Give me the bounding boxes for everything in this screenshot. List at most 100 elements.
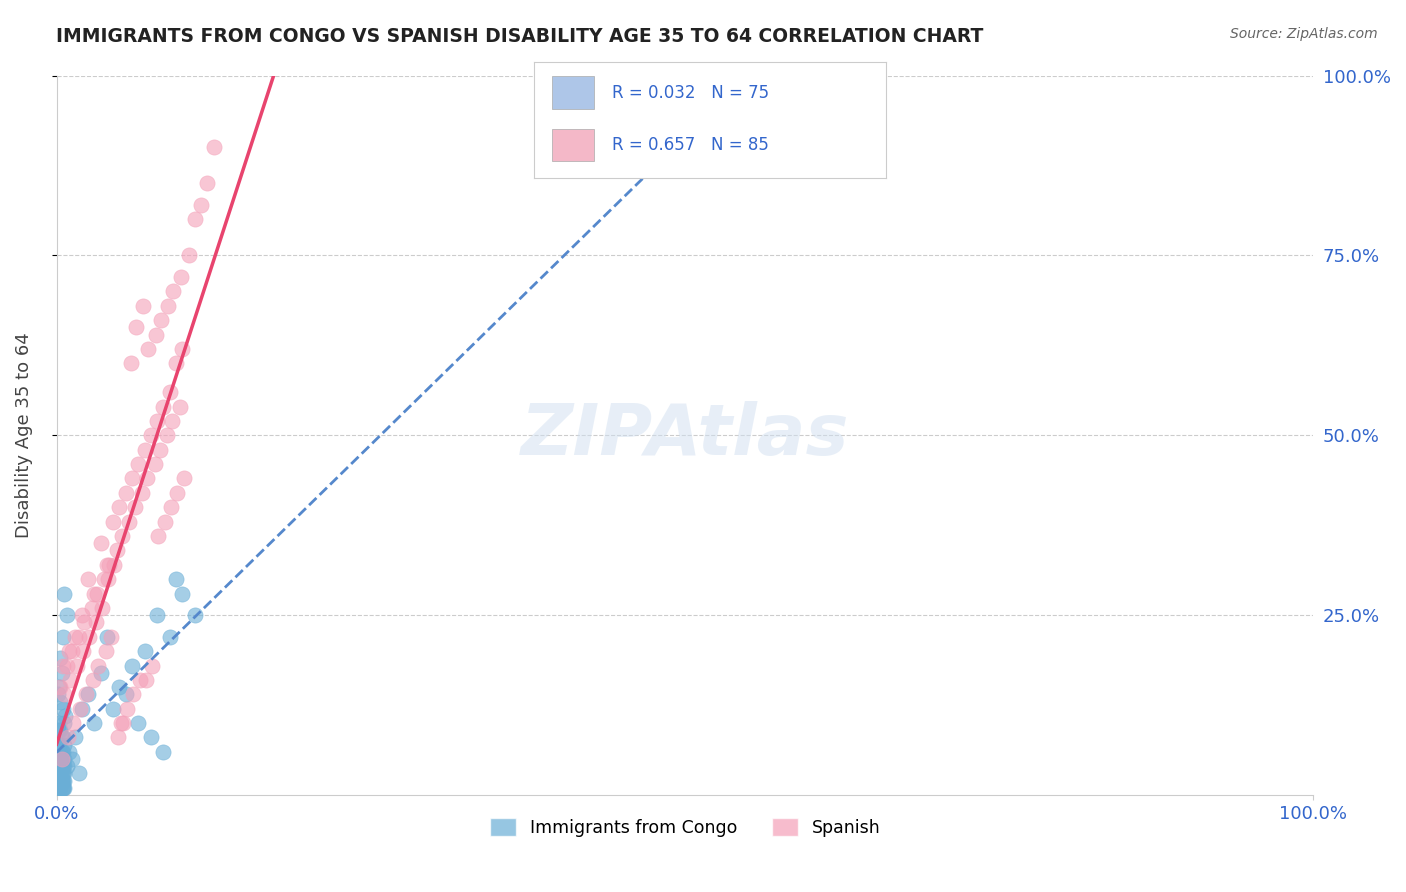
- Point: [146, 414, 169, 428]
- Point: [51, 745, 73, 759]
- Point: [146, 608, 169, 623]
- Point: [51, 731, 73, 745]
- Point: [79, 630, 101, 644]
- Point: [165, 356, 187, 370]
- Point: [46, 773, 69, 788]
- Point: [49, 723, 72, 738]
- Point: [60, 644, 83, 658]
- Point: [134, 644, 156, 658]
- Point: [49, 766, 72, 780]
- Point: [52, 773, 75, 788]
- Point: [72, 644, 94, 658]
- Point: [84, 615, 107, 630]
- Point: [48, 738, 70, 752]
- Text: R = 0.657   N = 85: R = 0.657 N = 85: [612, 136, 769, 153]
- Point: [70, 608, 93, 623]
- Point: [58, 745, 80, 759]
- Point: [121, 658, 143, 673]
- Point: [52, 780, 75, 795]
- Point: [51, 665, 73, 680]
- Point: [112, 716, 135, 731]
- Point: [49, 651, 72, 665]
- Point: [59, 673, 82, 687]
- Point: [65, 630, 87, 644]
- Point: [169, 400, 191, 414]
- Point: [49, 694, 72, 708]
- Point: [51, 766, 73, 780]
- Point: [108, 680, 131, 694]
- Point: [49, 780, 72, 795]
- Point: [170, 270, 193, 285]
- Point: [98, 558, 121, 572]
- Point: [55, 709, 77, 723]
- Point: [55, 759, 77, 773]
- Point: [160, 500, 183, 515]
- Point: [94, 644, 117, 658]
- Point: [114, 687, 136, 701]
- Text: R = 0.032   N = 75: R = 0.032 N = 75: [612, 84, 769, 102]
- Point: [131, 486, 153, 500]
- Point: [82, 673, 104, 687]
- Point: [159, 630, 181, 644]
- Point: [49, 752, 72, 766]
- Point: [141, 658, 163, 673]
- Point: [83, 716, 105, 731]
- Point: [114, 486, 136, 500]
- Point: [127, 457, 149, 471]
- Y-axis label: Disability Age 35 to 64: Disability Age 35 to 64: [15, 333, 32, 538]
- Point: [202, 140, 225, 154]
- Point: [65, 731, 87, 745]
- Point: [51, 780, 73, 795]
- Point: [100, 630, 122, 644]
- Point: [173, 471, 195, 485]
- Point: [51, 773, 73, 788]
- Point: [53, 752, 76, 766]
- Point: [157, 299, 180, 313]
- Point: [49, 745, 72, 759]
- Point: [97, 572, 120, 586]
- Point: [124, 500, 146, 515]
- Point: [101, 702, 124, 716]
- Point: [46, 766, 69, 780]
- Point: [184, 212, 207, 227]
- Point: [128, 673, 150, 687]
- Point: [55, 608, 77, 623]
- Point: [67, 766, 90, 780]
- Point: [184, 608, 207, 623]
- Point: [48, 780, 70, 795]
- Point: [48, 766, 70, 780]
- Point: [118, 515, 141, 529]
- Point: [115, 702, 138, 716]
- Point: [90, 665, 112, 680]
- Point: [75, 687, 97, 701]
- Point: [48, 716, 70, 731]
- Point: [51, 773, 73, 788]
- Point: [46, 773, 69, 788]
- Point: [48, 752, 70, 766]
- Point: [55, 658, 77, 673]
- Point: [49, 773, 72, 788]
- Point: [103, 558, 125, 572]
- Point: [132, 299, 155, 313]
- Point: [46, 752, 69, 766]
- Point: [67, 630, 90, 644]
- Point: [190, 198, 212, 212]
- Point: [159, 385, 181, 400]
- Point: [93, 572, 115, 586]
- Point: [90, 536, 112, 550]
- Point: [108, 500, 131, 515]
- Point: [136, 471, 159, 485]
- Point: [172, 342, 194, 356]
- Text: IMMIGRANTS FROM CONGO VS SPANISH DISABILITY AGE 35 TO 64 CORRELATION CHART: IMMIGRANTS FROM CONGO VS SPANISH DISABIL…: [56, 27, 984, 45]
- Point: [143, 457, 166, 471]
- Point: [48, 759, 70, 773]
- Text: ZIPAtlas: ZIPAtlas: [520, 401, 849, 470]
- Point: [66, 658, 89, 673]
- Point: [53, 738, 76, 752]
- Point: [51, 759, 73, 773]
- Point: [120, 356, 142, 370]
- Point: [51, 752, 73, 766]
- Point: [122, 687, 145, 701]
- Point: [90, 601, 112, 615]
- Point: [53, 780, 76, 795]
